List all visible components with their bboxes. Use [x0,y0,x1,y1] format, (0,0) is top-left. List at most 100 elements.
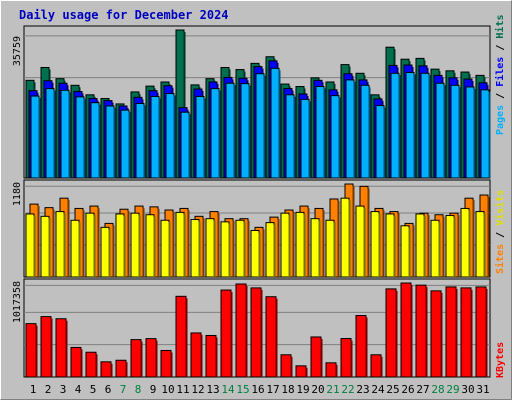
kbytes-bar-kbytes-6-fill [100,361,112,378]
kbytes-bar-kbytes-28 [430,290,443,378]
kbytes-bar-kbytes-21-fill [325,362,337,378]
kbytes-bar-kbytes-30-shadow [470,289,473,377]
hits-bar-pages-8-shadow [143,105,146,178]
kbytes-bar-kbytes-17 [265,296,278,378]
hits-bar-pages-19-shadow [308,101,311,178]
x-tick-label-17: 17 [266,383,279,396]
visits-bar-sites-12-fill [190,218,200,278]
visits-bar-sites-26 [400,225,411,278]
kbytes-bar-kbytes-26-shadow [410,285,413,377]
kbytes-bar-kbytes-13 [205,334,218,378]
kbytes-bar-kbytes-26 [400,282,413,378]
visits-bar-visits-27-shadow [427,215,430,277]
kbytes-bar-kbytes-30 [460,287,473,378]
visits-bar-sites-23-shadow [363,208,366,277]
visits-bar-visits-2-shadow [52,209,55,277]
hits-bar-pages-26-fill [405,71,415,179]
hits-bar-pages-28 [435,82,446,179]
hits-bar-pages-13-shadow [218,90,221,178]
x-tick-label-19: 19 [296,383,309,396]
visits-bar-sites-19 [295,211,306,278]
hits-bar-pages-13-fill [210,88,220,179]
kbytes-bar-kbytes-15 [235,283,248,378]
visits-bar-sites-31-shadow [483,213,486,277]
visits-bar-sites-8-shadow [138,215,141,277]
visits-bar-sites-29 [445,215,456,278]
hits-bar-pages-20-shadow [323,88,326,178]
hits-bar-pages-14 [225,82,236,179]
kbytes-bar-kbytes-23 [355,315,368,378]
hits-bar-pages-1 [30,95,41,179]
kbytes-bar-kbytes-14-shadow [230,292,233,377]
visits-bar-sites-1-shadow [33,215,36,277]
legend-visits: Visits [494,190,506,226]
legend-slash: / [495,232,506,238]
visits-bar-sites-4-fill [70,219,80,278]
visits-bar-sites-30-shadow [468,210,471,277]
x-tick-label-10: 10 [161,383,174,396]
visits-bar-visits-4-shadow [82,210,85,277]
visits-bar-sites-10-shadow [168,222,171,277]
kbytes-bar-kbytes-23-fill [355,315,367,378]
visits-bar-sites-15 [235,219,246,278]
hits-bar-pages-23-shadow [368,87,371,178]
hits-bar-pages-7 [120,109,131,179]
visits-bar-sites-13 [205,218,216,278]
visits-bar-sites-24 [370,211,381,278]
kbytes-bar-kbytes-10 [160,349,173,378]
x-tick-label-16: 16 [251,383,264,396]
visits-bar-sites-27 [415,213,426,278]
kbytes-bar-kbytes-25-fill [385,288,397,378]
visits-bar-sites-16-fill [250,230,260,278]
hits-bar-pages-2-shadow [53,90,56,178]
hits-bar-pages-25 [390,72,401,179]
visits-bar-visits-26-shadow [412,225,415,277]
kbytes-bar-kbytes-1-shadow [35,325,38,377]
visits-bar-sites-23-fill [355,205,365,278]
hits-bar-pages-14-fill [225,82,235,179]
kbytes-bar-kbytes-14 [220,289,233,378]
hits-bar-pages-16 [255,73,266,179]
hits-bar-pages-10-fill [165,93,175,179]
kbytes-bar-kbytes-28-fill [430,290,442,378]
hits-bar-pages-8 [135,103,146,179]
legend-hits: Hits [494,15,506,39]
x-tick-label-6: 6 [105,383,112,396]
hits-bar-pages-5 [90,102,101,179]
visits-bar-sites-8-fill [130,212,140,278]
visits-bar-sites-23 [355,205,366,278]
chart-title: Daily usage for December 2024 [19,8,229,22]
hits-bar-pages-4-shadow [83,98,86,178]
hits-bar-pages-19-fill [300,98,310,179]
hits-bar-pages-22-shadow [353,81,356,178]
kbytes-bar-kbytes-4-shadow [80,349,83,377]
hits-bar-pages-17-shadow [278,70,281,178]
kbytes-bar-kbytes-22-shadow [350,340,353,377]
visits-bar-visits-10-shadow [172,212,175,277]
hits-bar-pages-21-shadow [338,97,341,178]
kbytes-bar-kbytes-11-fill [175,295,187,378]
visits-bar-sites-20 [310,218,321,278]
kbytes-bar-kbytes-5-fill [85,351,97,378]
visits-bar-visits-12-shadow [202,218,205,277]
visits-bar-sites-5 [85,212,96,278]
visits-bar-sites-3 [55,211,66,278]
x-tick-label-28: 28 [431,383,444,396]
kbytes-bar-kbytes-21-shadow [335,364,338,377]
hits-bar-pages-20-fill [315,86,325,179]
hits-bar-pages-8-fill [135,103,145,179]
kbytes-bar-kbytes-26-fill [400,282,412,378]
visits-bar-sites-25 [385,213,396,278]
visits-bar-sites-31-fill [475,211,485,278]
hits-bar-pages-28-fill [435,82,445,179]
hits-bar-pages-13 [210,88,221,179]
hits-bar-pages-9-shadow [158,98,161,178]
visits-bar-sites-18-shadow [288,215,291,277]
visits-bar-visits-21-shadow [337,200,340,277]
hits-bar-pages-12 [195,95,206,179]
hits-bar-pages-21 [330,95,341,179]
visits-bar-sites-15-shadow [243,222,246,277]
x-tick-label-2: 2 [45,383,52,396]
legend-slash: / [495,45,506,51]
